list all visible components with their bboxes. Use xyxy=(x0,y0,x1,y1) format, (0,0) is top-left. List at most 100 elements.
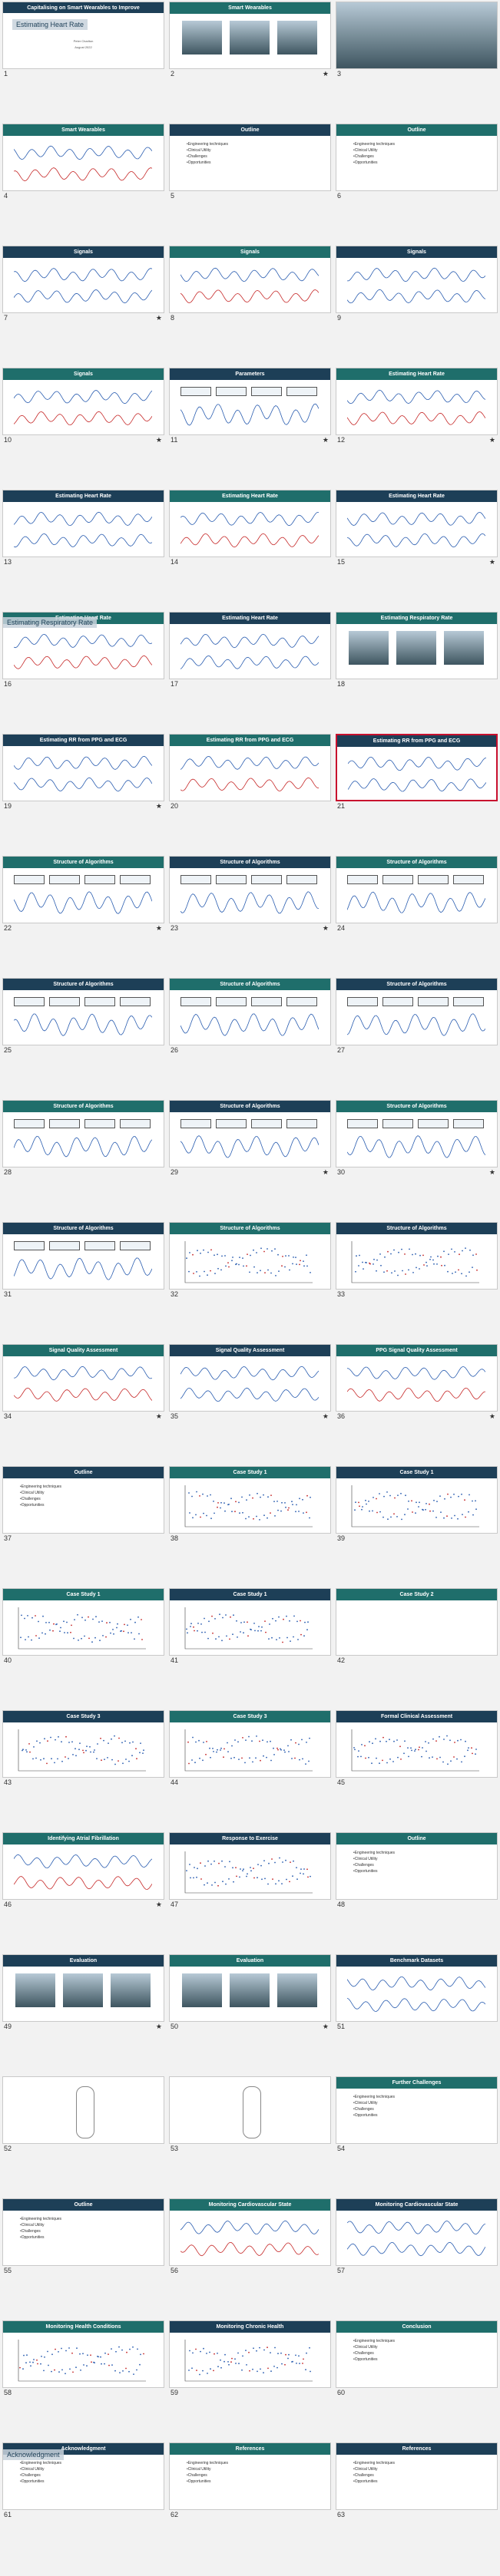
slide-thumbnail[interactable]: Estimating Heart Rate xyxy=(336,490,498,557)
slide-thumbnail-cell[interactable]: Case Study 1 40 xyxy=(2,1588,164,1668)
slide-thumbnail[interactable]: Monitoring Cardiovascular State xyxy=(169,2198,331,2266)
slide-thumbnail[interactable]: Case Study 2 xyxy=(336,1588,498,1656)
slide-thumbnail[interactable]: Signals xyxy=(169,246,331,313)
slide-thumbnail[interactable]: Estimating Respiratory Rate xyxy=(336,612,498,679)
slide-thumbnail[interactable]: Case Study 1 xyxy=(2,1588,164,1656)
slide-thumbnail[interactable]: Case Study 3 xyxy=(2,1710,164,1778)
slide-thumbnail[interactable]: Evaluation xyxy=(2,1954,164,2022)
slide-thumbnail-cell[interactable]: 53 xyxy=(169,2076,331,2156)
slide-thumbnail-cell[interactable]: Case Study 2 42 xyxy=(336,1588,498,1668)
slide-thumbnail[interactable]: Structure of Algorithms xyxy=(169,1222,331,1290)
slide-thumbnail-cell[interactable]: Estimating RR from PPG and ECG 19 ★ xyxy=(2,734,164,814)
slide-thumbnail-cell[interactable]: Signal Quality Assessment 34 ★ xyxy=(2,1344,164,1424)
slide-thumbnail-cell[interactable]: References Engineering techniquesClinical… xyxy=(336,2442,498,2522)
slide-thumbnail[interactable]: Structure of Algorithms xyxy=(2,1100,164,1167)
slide-thumbnail[interactable]: Monitoring Health Conditions xyxy=(2,2320,164,2388)
slide-thumbnail[interactable]: Estimating RR from PPG and ECG xyxy=(336,734,498,801)
slide-thumbnail[interactable]: Benchmark Datasets xyxy=(336,1954,498,2022)
slide-thumbnail-cell[interactable]: Outline Engineering techniquesClinical Ut… xyxy=(336,124,498,203)
slide-thumbnail-cell[interactable]: Structure of Algorithms 22 ★ xyxy=(2,856,164,936)
slide-thumbnail[interactable]: Structure of Algorithms xyxy=(169,1100,331,1167)
slide-thumbnail[interactable]: References Engineering techniquesClinical… xyxy=(336,2442,498,2510)
slide-thumbnail[interactable]: Further Challenges Engineering techniques… xyxy=(336,2076,498,2144)
slide-thumbnail-cell[interactable]: PPG Signal Quality Assessment 36 ★ xyxy=(336,1344,498,1424)
slide-thumbnail-cell[interactable]: Case Study 1 38 xyxy=(169,1466,331,1546)
slide-thumbnail-cell[interactable]: Structure of Algorithms 29 ★ xyxy=(169,1100,331,1180)
slide-thumbnail[interactable]: Structure of Algorithms xyxy=(336,1100,498,1167)
slide-thumbnail[interactable]: Conclusion Engineering techniquesClinical… xyxy=(336,2320,498,2388)
slide-thumbnail[interactable]: Estimating Heart Rate xyxy=(169,612,331,679)
slide-thumbnail-cell[interactable]: 3 xyxy=(336,2,498,81)
slide-thumbnail[interactable] xyxy=(2,2076,164,2144)
slide-thumbnail[interactable]: Response to Exercise xyxy=(169,1832,331,1900)
slide-thumbnail[interactable]: Outline Engineering techniquesClinical Ut… xyxy=(336,124,498,191)
slide-thumbnail-cell[interactable]: Monitoring Chronic Health 59 xyxy=(169,2320,331,2400)
slide-thumbnail[interactable]: Evaluation xyxy=(169,1954,331,2022)
slide-thumbnail-cell[interactable]: Monitoring Health Conditions 58 xyxy=(2,2320,164,2400)
slide-thumbnail[interactable]: Parameters xyxy=(169,368,331,435)
slide-thumbnail[interactable]: Case Study 3 xyxy=(169,1710,331,1778)
slide-thumbnail-cell[interactable]: Estimating Heart Rate 12 ★ xyxy=(336,368,498,447)
slide-thumbnail[interactable]: Monitoring Chronic Health xyxy=(169,2320,331,2388)
slide-thumbnail[interactable]: Outline Engineering techniquesClinical Ut… xyxy=(2,1466,164,1534)
slide-thumbnail-cell[interactable]: Outline Engineering techniquesClinical Ut… xyxy=(2,2198,164,2278)
slide-thumbnail-cell[interactable]: AcknowledgmentEngineering techniquesClin… xyxy=(2,2442,164,2522)
slide-thumbnail[interactable]: Identifying Atrial Fibrillation xyxy=(2,1832,164,1900)
slide-thumbnail-cell[interactable]: Case Study 1 41 xyxy=(169,1588,331,1668)
slide-thumbnail-cell[interactable]: Evaluation 50 ★ xyxy=(169,1954,331,2034)
slide-thumbnail-cell[interactable]: Structure of Algorithms 25 xyxy=(2,978,164,1058)
slide-thumbnail-cell[interactable]: Capitalising on Smart Wearables to Impro… xyxy=(2,2,164,81)
slide-thumbnail-cell[interactable]: Estimating RR from PPG and ECG 21 xyxy=(336,734,498,814)
slide-thumbnail[interactable]: Structure of Algorithms xyxy=(169,978,331,1045)
slide-thumbnail[interactable]: PPG Signal Quality Assessment xyxy=(336,1344,498,1412)
slide-thumbnail[interactable]: Structure of Algorithms xyxy=(336,1222,498,1290)
slide-thumbnail[interactable]: Signals xyxy=(336,246,498,313)
slide-thumbnail[interactable]: Structure of Algorithms xyxy=(2,978,164,1045)
slide-thumbnail[interactable]: Estimating Heart Rate xyxy=(169,490,331,557)
slide-thumbnail[interactable]: Estimating RR from PPG and ECG xyxy=(169,734,331,801)
slide-thumbnail-cell[interactable]: Case Study 3 44 xyxy=(169,1710,331,1790)
slide-thumbnail[interactable]: Estimating Heart Rate xyxy=(2,490,164,557)
slide-thumbnail[interactable]: Structure of Algorithms xyxy=(169,856,331,923)
slide-thumbnail-cell[interactable]: Smart Wearables 4 xyxy=(2,124,164,203)
slide-thumbnail[interactable]: Monitoring Cardiovascular State xyxy=(336,2198,498,2266)
slide-thumbnail-cell[interactable]: Outline Engineering techniquesClinical Ut… xyxy=(336,1832,498,1912)
slide-thumbnail[interactable]: Structure of Algorithms xyxy=(2,856,164,923)
slide-thumbnail-cell[interactable]: Case Study 1 39 xyxy=(336,1466,498,1546)
slide-thumbnail[interactable]: Estimating Heart Rate xyxy=(336,368,498,435)
slide-thumbnail-cell[interactable]: Response to Exercise 47 xyxy=(169,1832,331,1912)
slide-thumbnail-cell[interactable]: Estimating Heart Rate 17 xyxy=(169,612,331,692)
slide-thumbnail-cell[interactable]: Outline Engineering techniquesClinical Ut… xyxy=(169,124,331,203)
slide-thumbnail-cell[interactable]: Structure of Algorithms 32 xyxy=(169,1222,331,1302)
slide-thumbnail-cell[interactable]: 52 xyxy=(2,2076,164,2156)
slide-thumbnail[interactable]: Capitalising on Smart Wearables to Impro… xyxy=(2,2,164,69)
slide-thumbnail[interactable]: Case Study 1 xyxy=(169,1466,331,1534)
slide-thumbnail-cell[interactable]: Further Challenges Engineering techniques… xyxy=(336,2076,498,2156)
slide-thumbnail-cell[interactable]: References Engineering techniquesClinical… xyxy=(169,2442,331,2522)
slide-thumbnail[interactable]: Signals xyxy=(2,246,164,313)
slide-thumbnail[interactable]: Smart Wearables xyxy=(2,124,164,191)
slide-thumbnail-cell[interactable]: Structure of Algorithms 23 ★ xyxy=(169,856,331,936)
slide-thumbnail-cell[interactable]: Signals 7 ★ xyxy=(2,246,164,325)
slide-thumbnail[interactable]: Case Study 1 xyxy=(169,1588,331,1656)
slide-thumbnail-cell[interactable]: Signals 9 xyxy=(336,246,498,325)
slide-thumbnail[interactable]: Outline Engineering techniquesClinical Ut… xyxy=(2,2198,164,2266)
slide-thumbnail-cell[interactable]: Estimating Heart Rate 13 xyxy=(2,490,164,570)
slide-thumbnail-cell[interactable]: Evaluation 49 ★ xyxy=(2,1954,164,2034)
slide-thumbnail[interactable]: Smart Wearables xyxy=(169,2,331,69)
slide-thumbnail-cell[interactable]: Case Study 3 43 xyxy=(2,1710,164,1790)
slide-thumbnail[interactable]: Signals xyxy=(2,368,164,435)
slide-thumbnail[interactable]: Structure of Algorithms xyxy=(336,856,498,923)
slide-thumbnail[interactable]: Structure of Algorithms xyxy=(2,1222,164,1290)
slide-thumbnail-cell[interactable]: Structure of Algorithms 27 xyxy=(336,978,498,1058)
slide-thumbnail-cell[interactable]: Conclusion Engineering techniquesClinical… xyxy=(336,2320,498,2400)
slide-thumbnail[interactable]: Outline Engineering techniquesClinical Ut… xyxy=(169,124,331,191)
slide-thumbnail-cell[interactable]: Signals 8 xyxy=(169,246,331,325)
slide-thumbnail-cell[interactable]: Structure of Algorithms 30 ★ xyxy=(336,1100,498,1180)
slide-thumbnail-cell[interactable]: Signal Quality Assessment 35 ★ xyxy=(169,1344,331,1424)
slide-thumbnail-cell[interactable]: Parameters 11 ★ xyxy=(169,368,331,447)
slide-thumbnail-cell[interactable]: Monitoring Cardiovascular State 56 xyxy=(169,2198,331,2278)
slide-thumbnail[interactable]: Signal Quality Assessment xyxy=(2,1344,164,1412)
